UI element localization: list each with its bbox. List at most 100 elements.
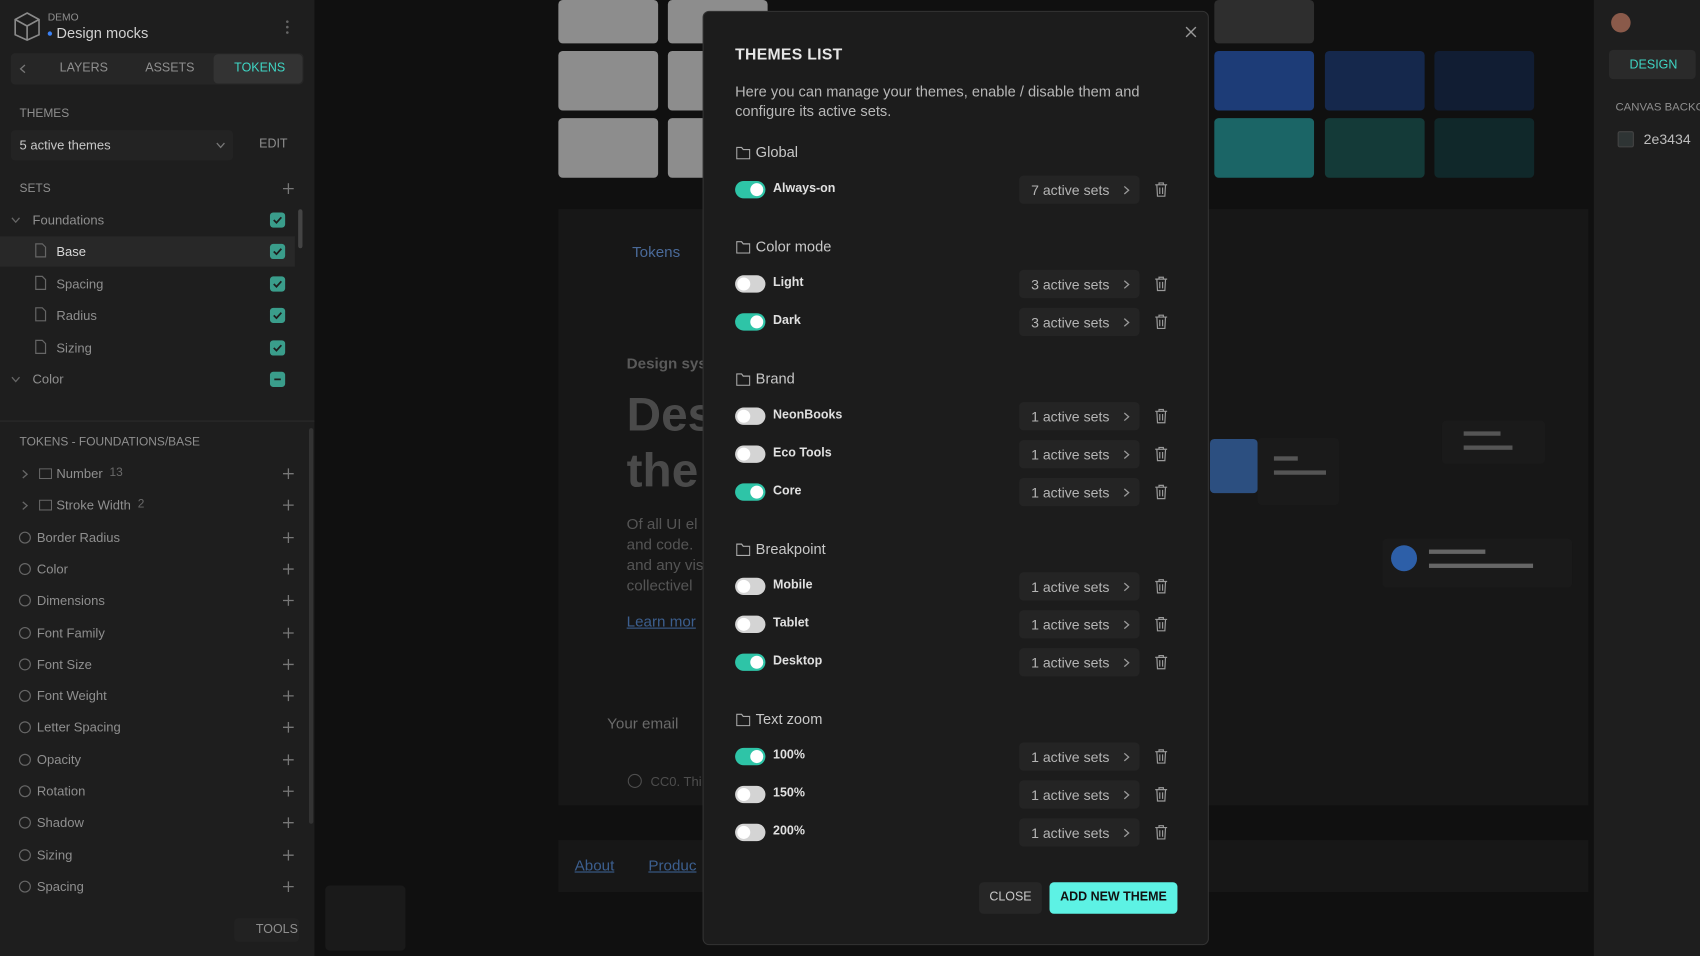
set-checkbox[interactable] xyxy=(269,308,286,324)
active-sets-label[interactable]: 1 active sets xyxy=(1031,484,1110,501)
close-icon[interactable] xyxy=(1185,26,1197,38)
add-icon[interactable] xyxy=(282,468,294,480)
set-name[interactable]: Sizing xyxy=(56,339,92,356)
avatar[interactable] xyxy=(1611,13,1631,33)
active-sets-label[interactable]: 1 active sets xyxy=(1031,408,1110,425)
active-sets-label[interactable]: 1 active sets xyxy=(1031,578,1110,596)
add-icon[interactable] xyxy=(282,849,294,861)
token-group[interactable]: Sizing xyxy=(36,847,73,863)
active-sets-label[interactable]: 1 active sets xyxy=(1031,786,1110,804)
add-icon[interactable] xyxy=(282,658,294,670)
token-group[interactable]: Border Radius xyxy=(36,529,121,545)
delete-icon[interactable] xyxy=(1155,787,1168,802)
delete-icon[interactable] xyxy=(1155,617,1168,632)
add-icon[interactable] xyxy=(282,563,294,575)
tab[interactable]: ASSETS xyxy=(145,61,195,75)
set-name[interactable]: Spacing xyxy=(56,276,104,292)
design-tab[interactable]: DESIGN xyxy=(1629,58,1678,72)
active-sets-button[interactable]: 1 active sets xyxy=(1019,818,1140,847)
token-group[interactable]: Font Weight xyxy=(36,688,107,704)
add-icon[interactable] xyxy=(282,754,294,765)
token-group[interactable]: Opacity xyxy=(36,751,81,768)
token-group[interactable]: Stroke Width xyxy=(56,497,131,514)
token-group[interactable]: Font Family xyxy=(36,624,105,641)
delete-icon[interactable] xyxy=(1155,484,1168,500)
set-name[interactable]: Color xyxy=(32,371,64,387)
active-sets-button[interactable]: 1 active sets xyxy=(1019,610,1140,639)
theme-toggle[interactable] xyxy=(735,823,766,842)
add-icon[interactable] xyxy=(282,722,294,734)
theme-toggle[interactable] xyxy=(735,577,766,596)
theme-toggle[interactable] xyxy=(735,615,766,633)
active-sets-button[interactable]: 1 active sets xyxy=(1019,440,1140,469)
delete-icon[interactable] xyxy=(1155,276,1168,292)
active-sets-button[interactable]: 3 active sets xyxy=(1019,269,1140,299)
theme-toggle[interactable] xyxy=(735,407,766,425)
token-group[interactable]: Letter Spacing xyxy=(36,720,121,736)
active-sets-button[interactable]: 1 active sets xyxy=(1019,648,1140,677)
theme-toggle[interactable] xyxy=(735,785,766,804)
delete-icon[interactable] xyxy=(1155,825,1168,840)
delete-icon[interactable] xyxy=(1155,654,1168,670)
set-checkbox[interactable] xyxy=(269,339,286,356)
theme-toggle[interactable] xyxy=(735,275,766,293)
delete-icon[interactable] xyxy=(1155,446,1168,462)
close-button[interactable]: CLOSE xyxy=(979,882,1042,914)
active-sets-button[interactable]: 1 active sets xyxy=(1019,742,1140,771)
color-hex[interactable]: 2e3434 xyxy=(1643,131,1691,148)
delete-icon[interactable] xyxy=(1155,314,1168,330)
add-icon[interactable] xyxy=(282,881,294,892)
active-sets-button[interactable]: 1 active sets xyxy=(1019,572,1140,601)
add-icon[interactable] xyxy=(282,690,294,702)
active-sets-label[interactable]: 1 active sets xyxy=(1031,616,1110,633)
active-sets-label[interactable]: 7 active sets xyxy=(1031,182,1110,199)
token-group[interactable]: Spacing xyxy=(36,878,84,895)
add-icon[interactable] xyxy=(282,627,294,638)
theme-toggle[interactable] xyxy=(735,483,766,501)
token-group[interactable]: Shadow xyxy=(36,815,84,831)
active-sets-label[interactable]: 1 active sets xyxy=(1031,824,1110,842)
set-name[interactable]: Base xyxy=(56,244,87,260)
delete-icon[interactable] xyxy=(1155,408,1168,424)
token-group[interactable]: Rotation xyxy=(36,783,86,799)
tab[interactable]: TOKENS xyxy=(234,61,286,75)
tools-label[interactable]: TOOLS xyxy=(255,923,298,937)
project-name[interactable]: Design mocks xyxy=(56,24,149,42)
active-sets-label[interactable]: 3 active sets xyxy=(1031,276,1110,293)
active-sets-button[interactable]: 1 active sets xyxy=(1019,780,1140,809)
add-icon[interactable] xyxy=(282,183,294,195)
theme-selector-box[interactable] xyxy=(10,130,234,161)
delete-icon[interactable] xyxy=(1155,182,1168,197)
token-group[interactable]: Number xyxy=(56,466,103,482)
set-checkbox[interactable] xyxy=(269,212,286,228)
active-sets-label[interactable]: 1 active sets xyxy=(1031,654,1110,671)
design-tab-box[interactable] xyxy=(1608,49,1696,80)
tab[interactable]: LAYERS xyxy=(59,61,108,75)
active-sets-button[interactable]: 7 active sets xyxy=(1019,175,1140,204)
add-icon[interactable] xyxy=(282,817,294,829)
active-sets-label[interactable]: 1 active sets xyxy=(1031,446,1110,463)
tools-button[interactable] xyxy=(234,918,300,942)
theme-toggle[interactable] xyxy=(735,181,766,199)
token-group[interactable]: Color xyxy=(36,561,68,577)
active-sets-button[interactable]: 1 active sets xyxy=(1019,477,1140,507)
theme-selector[interactable]: 5 active themes xyxy=(19,137,111,153)
add-icon[interactable] xyxy=(282,531,294,543)
token-group[interactable]: Dimensions xyxy=(36,593,105,609)
add-icon[interactable] xyxy=(282,499,294,511)
edit-button[interactable]: EDIT xyxy=(259,137,288,151)
token-group[interactable]: Font Size xyxy=(36,656,92,672)
add-theme-button[interactable]: ADD NEW THEME xyxy=(1049,882,1178,914)
delete-icon[interactable] xyxy=(1155,749,1168,764)
add-icon[interactable] xyxy=(282,595,294,607)
theme-toggle[interactable] xyxy=(735,653,766,671)
back-icon[interactable] xyxy=(19,64,27,74)
add-icon[interactable] xyxy=(282,785,294,797)
menu-icon[interactable] xyxy=(284,18,291,35)
theme-toggle[interactable] xyxy=(735,747,766,766)
active-sets-button[interactable]: 1 active sets xyxy=(1019,402,1140,431)
active-sets-label[interactable]: 3 active sets xyxy=(1031,314,1110,331)
active-sets-button[interactable]: 3 active sets xyxy=(1019,307,1140,337)
set-name[interactable]: Foundations xyxy=(32,212,105,228)
active-sets-label[interactable]: 1 active sets xyxy=(1031,748,1110,766)
